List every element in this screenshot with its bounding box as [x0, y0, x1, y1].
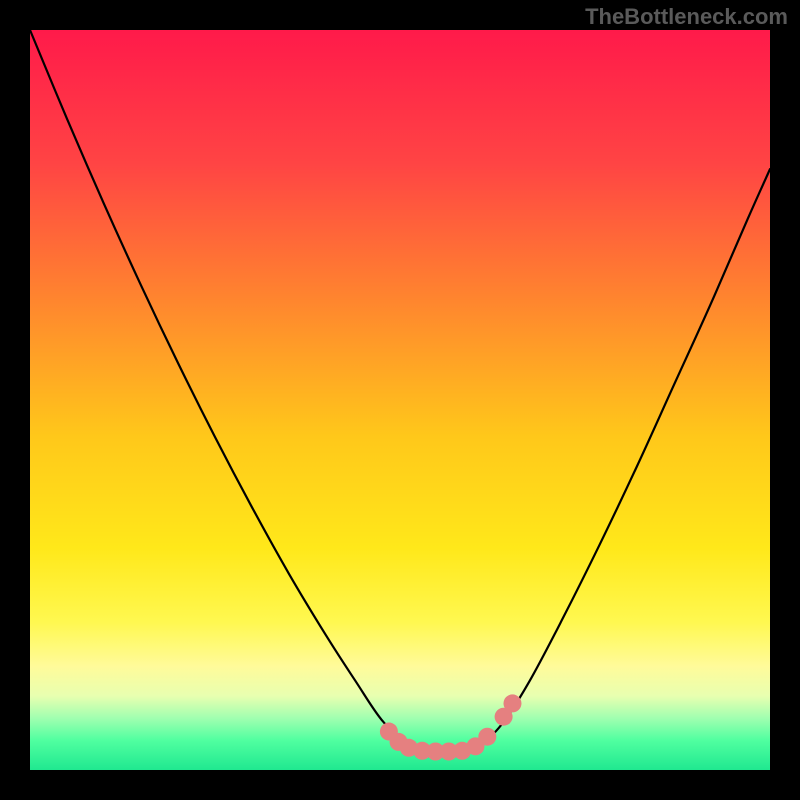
- chart-container: TheBottleneck.com: [0, 0, 800, 800]
- plot-background: [30, 30, 770, 770]
- watermark-text: TheBottleneck.com: [585, 4, 788, 30]
- data-marker: [478, 728, 496, 746]
- data-marker: [503, 694, 521, 712]
- bottleneck-chart: [0, 0, 800, 800]
